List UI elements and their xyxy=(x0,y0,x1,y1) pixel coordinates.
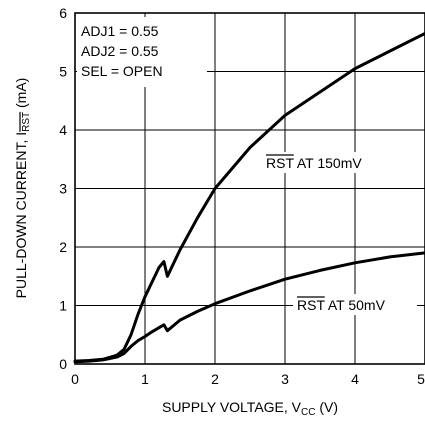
y-tick-labels: 0 1 2 3 4 5 6 xyxy=(59,5,67,372)
annotation-adj2: ADJ2 = 0.55 xyxy=(81,43,159,59)
x-tick-label: 2 xyxy=(211,371,219,387)
x-axis-label-main: SUPPLY VOLTAGE, V xyxy=(162,399,302,415)
y-tick-label: 5 xyxy=(59,64,67,80)
series-label-background-50mv xyxy=(293,294,417,315)
x-tick-label: 4 xyxy=(351,371,359,387)
series-label-rst-50mv-rest: AT 50mV xyxy=(325,297,386,313)
x-axis-label-unit: (V) xyxy=(315,399,338,415)
series-line-rst-150mv xyxy=(73,32,425,363)
x-tick-label: 1 xyxy=(141,371,149,387)
annotation-background xyxy=(77,17,207,87)
x-tick-labels: 0 1 2 3 4 5 xyxy=(71,371,425,387)
x-axis-label-subscript: CC xyxy=(301,407,315,418)
series-label-rst-50mv: RST AT 50mV xyxy=(297,297,386,313)
x-tick-label: 3 xyxy=(281,371,289,387)
annotation-adj1: ADJ1 = 0.55 xyxy=(81,23,159,39)
y-tick-label: 1 xyxy=(59,298,67,314)
series-line-rst-50mv xyxy=(73,251,425,364)
series-label-rst-150mv: RST AT 150mV xyxy=(266,155,362,171)
x-tick-label: 0 xyxy=(71,371,79,387)
annotation-sel: SEL = OPEN xyxy=(81,63,163,79)
x-axis-label: SUPPLY VOLTAGE, VCC (V) xyxy=(162,399,338,418)
plot-frame xyxy=(74,12,425,365)
series-label-background-150mv xyxy=(262,152,392,173)
y-tick-label: 0 xyxy=(59,356,67,372)
y-tick-label: 3 xyxy=(59,181,67,197)
y-tick-label: 2 xyxy=(59,239,67,255)
y-axis-label-main: PULL-DOWN CURRENT, I xyxy=(13,132,29,298)
y-axis-label: PULL-DOWN CURRENT, IRST (mA) xyxy=(13,78,32,299)
series-label-rst-150mv-overbar-text: RST xyxy=(266,155,294,171)
series-label-rst-150mv-rest: AT 150mV xyxy=(294,155,363,171)
x-tick-label: 5 xyxy=(417,371,425,387)
y-axis-label-subscript: RST xyxy=(21,112,32,132)
y-axis-label-unit: (mA) xyxy=(13,78,29,112)
y-tick-label: 6 xyxy=(59,5,67,21)
series-label-rst-50mv-overbar-text: RST xyxy=(297,297,325,313)
y-tick-label: 4 xyxy=(59,122,67,138)
